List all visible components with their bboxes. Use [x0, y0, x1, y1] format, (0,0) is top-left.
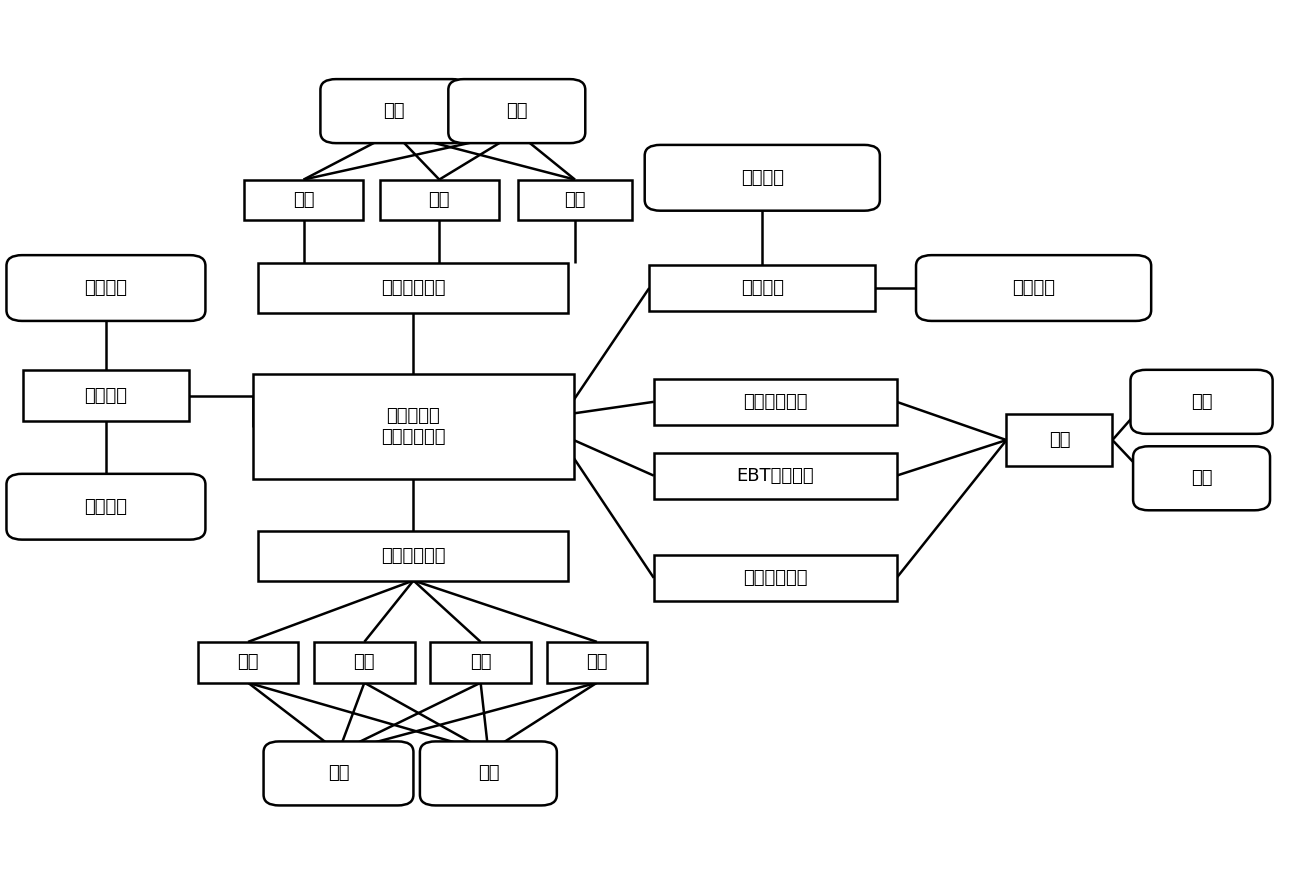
Text: 总氧模块: 总氧模块 — [84, 387, 128, 404]
FancyBboxPatch shape — [1006, 414, 1112, 466]
Text: 燃油: 燃油 — [470, 653, 491, 671]
FancyBboxPatch shape — [420, 741, 557, 805]
FancyBboxPatch shape — [649, 265, 876, 311]
FancyBboxPatch shape — [264, 741, 413, 805]
FancyBboxPatch shape — [320, 79, 468, 143]
FancyBboxPatch shape — [6, 474, 205, 540]
Text: 压力: 压力 — [506, 102, 527, 120]
Text: 氧燃助融模块: 氧燃助融模块 — [381, 279, 446, 297]
FancyBboxPatch shape — [916, 255, 1151, 321]
FancyBboxPatch shape — [1130, 370, 1273, 434]
Text: 喷碳模块: 喷碳模块 — [740, 279, 784, 297]
FancyBboxPatch shape — [645, 145, 880, 211]
Text: 二次燃烧模块: 二次燃烧模块 — [743, 569, 808, 587]
Text: 氧气: 氧气 — [293, 191, 314, 209]
Text: 电弧炉用氧
模块控制系统: 电弧炉用氧 模块控制系统 — [381, 407, 446, 446]
Text: 压力: 压力 — [478, 765, 499, 782]
Text: 燃油: 燃油 — [429, 191, 450, 209]
FancyBboxPatch shape — [654, 555, 897, 601]
Text: 炉门吹氧模块: 炉门吹氧模块 — [743, 393, 808, 411]
FancyBboxPatch shape — [547, 642, 647, 683]
Text: 空气: 空气 — [565, 191, 585, 209]
FancyBboxPatch shape — [654, 379, 897, 425]
Text: 氧气流量: 氧气流量 — [84, 279, 128, 297]
Text: 供粉速率: 供粉速率 — [740, 169, 784, 187]
FancyBboxPatch shape — [430, 642, 531, 683]
FancyBboxPatch shape — [1133, 446, 1270, 510]
Text: 流量: 流量 — [1191, 393, 1212, 411]
Text: 压力: 压力 — [1191, 469, 1212, 487]
FancyBboxPatch shape — [244, 180, 363, 220]
Text: EBT吹氧模块: EBT吹氧模块 — [736, 467, 814, 485]
Text: 供粉压力: 供粉压力 — [1012, 279, 1056, 297]
Text: 集束氧枪模块: 集束氧枪模块 — [381, 547, 446, 565]
Text: 流量: 流量 — [384, 102, 404, 120]
FancyBboxPatch shape — [518, 180, 632, 220]
FancyBboxPatch shape — [380, 180, 499, 220]
FancyBboxPatch shape — [253, 374, 574, 479]
Text: 主氧: 主氧 — [238, 653, 258, 671]
FancyBboxPatch shape — [258, 263, 568, 313]
Text: 空气: 空气 — [587, 653, 607, 671]
FancyBboxPatch shape — [654, 453, 897, 499]
FancyBboxPatch shape — [448, 79, 585, 143]
Text: 副氧: 副氧 — [354, 653, 375, 671]
Text: 流量: 流量 — [328, 765, 349, 782]
FancyBboxPatch shape — [314, 642, 415, 683]
FancyBboxPatch shape — [198, 642, 298, 683]
Text: 氧气压力: 氧气压力 — [84, 498, 128, 516]
FancyBboxPatch shape — [6, 255, 205, 321]
Text: 氧气: 氧气 — [1049, 431, 1070, 449]
FancyBboxPatch shape — [258, 531, 568, 581]
FancyBboxPatch shape — [23, 370, 189, 421]
